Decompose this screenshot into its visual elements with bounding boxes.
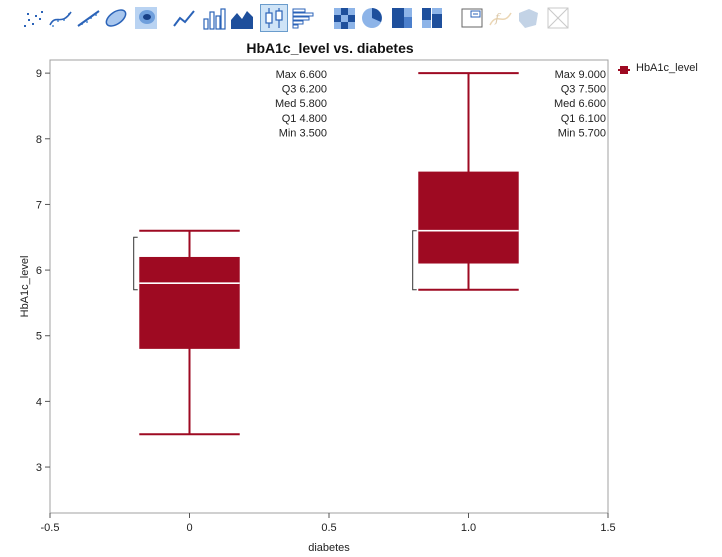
formula-icon: f bbox=[489, 11, 512, 26]
map-shape-button bbox=[514, 4, 542, 32]
contour-button[interactable] bbox=[132, 4, 160, 32]
graph-toolbar: f bbox=[0, 0, 722, 40]
svg-text:f: f bbox=[494, 11, 502, 25]
box-stat-label: Q3 6.200 bbox=[282, 84, 327, 96]
line-of-fit-button[interactable] bbox=[74, 4, 102, 32]
x-tick-label: 1.0 bbox=[461, 522, 476, 534]
box-plot-button[interactable] bbox=[260, 4, 288, 32]
box-stat-label: Max 9.000 bbox=[555, 69, 606, 81]
pie-button[interactable] bbox=[358, 4, 386, 32]
chart-title: HbA1c_level vs. diabetes bbox=[246, 40, 414, 56]
box-stat-label: Max 6.600 bbox=[276, 69, 327, 81]
y-tick-label: 6 bbox=[36, 265, 42, 277]
y-axis-title: HbA1c_level bbox=[19, 256, 31, 318]
box-stat-label: Med 6.600 bbox=[554, 98, 606, 110]
box-stat-label: Q1 4.800 bbox=[282, 113, 327, 125]
heatmap-button[interactable] bbox=[330, 4, 358, 32]
area-button[interactable] bbox=[228, 4, 256, 32]
formula-button: f bbox=[486, 4, 514, 32]
bar-button[interactable] bbox=[200, 4, 228, 32]
box-stat-label: Q3 7.500 bbox=[561, 84, 606, 96]
box-stat-label: Med 5.800 bbox=[275, 98, 327, 110]
histogram-icon bbox=[292, 8, 314, 29]
box-stat-label: Min 5.700 bbox=[558, 127, 606, 139]
treemap-icon bbox=[392, 8, 412, 28]
x-tick-label: 0 bbox=[186, 522, 192, 534]
box-iqr bbox=[418, 171, 519, 264]
line-button[interactable] bbox=[170, 4, 198, 32]
x-axis-title: diabetes bbox=[308, 542, 350, 554]
smoother-icon bbox=[49, 11, 72, 27]
points-button[interactable] bbox=[18, 4, 46, 32]
line-of-fit-icon bbox=[77, 10, 100, 27]
x-tick-label: 1.5 bbox=[600, 522, 615, 534]
smoother-button[interactable] bbox=[46, 4, 74, 32]
histogram-button[interactable] bbox=[290, 4, 318, 32]
ellipse-button[interactable] bbox=[102, 4, 130, 32]
heatmap-icon bbox=[334, 8, 355, 29]
box-stat-label: Min 3.500 bbox=[279, 127, 327, 139]
box-plot-1 bbox=[412, 72, 519, 291]
ellipse-icon bbox=[105, 9, 127, 27]
area-icon bbox=[231, 11, 253, 29]
box-stat-label: Q1 6.100 bbox=[561, 113, 606, 125]
legend-label: HbA1c_level bbox=[636, 62, 698, 74]
mosaic-icon bbox=[422, 8, 442, 28]
y-tick-label: 7 bbox=[36, 199, 42, 211]
shortest-half-bracket bbox=[412, 230, 417, 291]
box-plot-icon bbox=[265, 8, 283, 28]
x-tick-label: 0.5 bbox=[321, 522, 336, 534]
box-iqr bbox=[139, 256, 240, 349]
box-plot-0 bbox=[133, 229, 240, 436]
parallel-icon bbox=[547, 7, 569, 29]
y-tick-label: 4 bbox=[36, 396, 42, 408]
treemap-button[interactable] bbox=[388, 4, 416, 32]
caption-box-icon bbox=[461, 8, 483, 28]
points-icon bbox=[24, 11, 43, 27]
y-tick-label: 5 bbox=[36, 331, 42, 343]
caption-box-button[interactable] bbox=[458, 4, 486, 32]
parallel-button bbox=[544, 4, 572, 32]
contour-icon bbox=[135, 7, 157, 29]
y-tick-label: 3 bbox=[36, 462, 42, 474]
y-tick-label: 9 bbox=[36, 68, 42, 80]
line-icon bbox=[173, 10, 195, 27]
map-shape-icon bbox=[519, 9, 538, 28]
legend-swatch bbox=[618, 66, 630, 74]
shortest-half-bracket bbox=[133, 236, 138, 291]
y-tick-label: 8 bbox=[36, 134, 42, 146]
x-tick-label: -0.5 bbox=[41, 522, 60, 534]
bar-icon bbox=[203, 8, 226, 30]
pie-icon bbox=[362, 8, 382, 28]
mosaic-button[interactable] bbox=[418, 4, 446, 32]
